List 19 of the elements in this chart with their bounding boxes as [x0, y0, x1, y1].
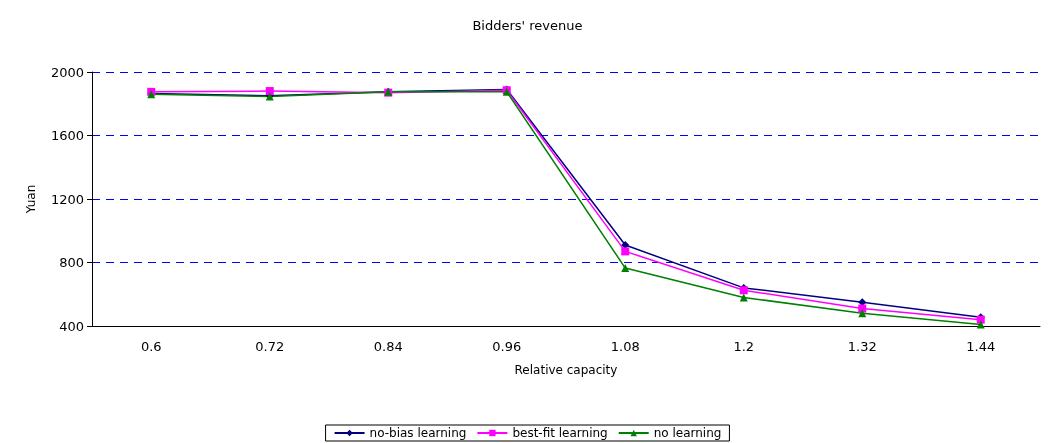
x-tick-label: 0.72: [255, 339, 285, 354]
y-tick-label: 1600: [50, 128, 84, 143]
x-axis-title: Relative capacity: [514, 363, 618, 377]
chart-title: Bidders' revenue: [472, 18, 583, 33]
x-tick-label: 1.44: [966, 339, 996, 354]
legend-label: no learning: [653, 426, 722, 440]
y-tick-label: 400: [59, 318, 84, 334]
y-axis-title: Yuan: [24, 184, 38, 215]
x-tick-label: 1.2: [733, 339, 755, 354]
x-tick-label: 1.08: [610, 339, 640, 354]
x-tick-label: 0.96: [492, 339, 522, 354]
y-tick-label: 2000: [50, 64, 84, 80]
x-tick-label: 0.6: [140, 339, 162, 354]
legend-label: best-fit learning: [512, 426, 608, 440]
x-tick-label: 1.32: [847, 339, 877, 354]
x-tick-label: 0.84: [373, 339, 403, 354]
y-tick-label: 800: [59, 255, 84, 270]
y-tick-label: 1200: [50, 191, 84, 207]
legend-label: no-bias learning: [369, 426, 467, 440]
